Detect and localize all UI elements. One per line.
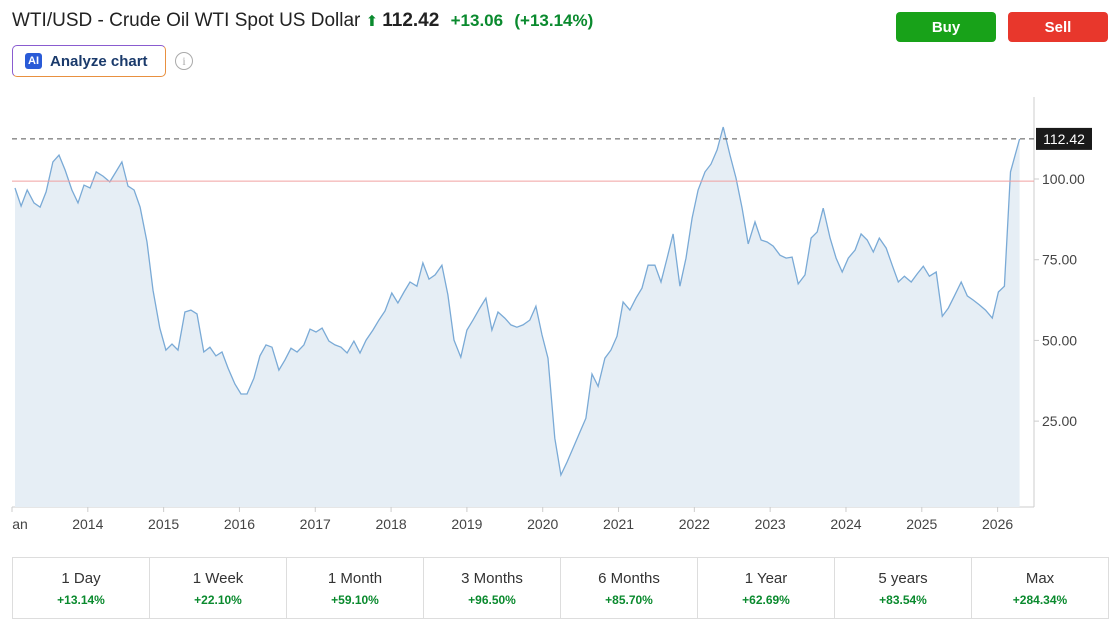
x-tick-label: 2026 — [982, 516, 1013, 532]
period-label: 1 Month — [327, 570, 383, 587]
period-label: 6 Months — [598, 570, 660, 587]
period-change: +59.10% — [331, 593, 379, 607]
ai-badge: AI — [25, 53, 42, 69]
x-tick-label: 2015 — [148, 516, 179, 532]
analyze-chart-button[interactable]: AI Analyze chart — [12, 45, 166, 77]
performance-cell[interactable]: 1 Day +13.14% — [13, 558, 150, 618]
period-change: +13.14% — [57, 593, 105, 607]
x-tick-label: 2023 — [755, 516, 786, 532]
period-label: Max — [1025, 570, 1055, 587]
period-change: +96.50% — [468, 593, 516, 607]
chart: Investing.com25.0050.0075.00100.00an2014… — [11, 97, 1092, 532]
performance-cell[interactable]: 1 Week +22.10% — [150, 558, 287, 618]
period-label: 3 Months — [461, 570, 523, 587]
instrument-header: WTI/USD - Crude Oil WTI Spot US Dollar ⬆… — [12, 10, 593, 32]
last-price: 112.42 — [382, 10, 440, 31]
performance-cell[interactable]: Max +284.34% — [972, 558, 1108, 618]
period-label: 1 Year — [744, 570, 788, 587]
analyze-label: Analyze chart — [50, 52, 148, 70]
price-change-percent: (+13.14%) — [514, 11, 594, 30]
performance-cell[interactable]: 1 Year +62.69% — [698, 558, 835, 618]
period-change: +62.69% — [742, 593, 790, 607]
period-label: 5 years — [878, 570, 928, 587]
x-tick-label: 2017 — [300, 516, 331, 532]
info-icon[interactable]: i — [175, 52, 193, 70]
price-change: +13.06 — [450, 11, 504, 30]
period-change: +83.54% — [879, 593, 927, 607]
performance-table: 1 Day +13.14% 1 Week +22.10% 1 Month +59.10% 3… — [12, 557, 1109, 619]
price-line — [14, 126, 1021, 478]
x-tick-label: 2024 — [830, 516, 861, 532]
up-arrow: ⬆ — [365, 13, 379, 30]
y-tick-label: 25.00 — [1042, 413, 1077, 429]
x-tick-label: 2021 — [603, 516, 634, 532]
period-change: +22.10% — [194, 593, 242, 607]
x-tick-label: 2025 — [906, 516, 937, 532]
performance-cell[interactable]: 3 Months +96.50% — [424, 558, 561, 618]
current-price-tag — [1036, 127, 1092, 150]
performance-cell[interactable]: 5 years +83.54% — [835, 558, 972, 618]
y-tick-label: 75.00 — [1042, 252, 1077, 268]
x-tick-label: 2018 — [376, 516, 407, 532]
performance-cell[interactable]: 1 Month +59.10% — [287, 558, 424, 618]
x-tick-label: 2022 — [679, 516, 710, 532]
x-tick-label: 2016 — [224, 516, 255, 532]
y-tick-label: 100.00 — [1042, 171, 1085, 187]
x-tick-label: an — [12, 516, 28, 532]
period-change: +85.70% — [605, 593, 653, 607]
current-price-label: 112.42 — [1043, 131, 1085, 147]
sell-button[interactable]: Sell — [1008, 12, 1108, 42]
period-label: 1 Day — [61, 570, 101, 587]
performance-cell[interactable]: 6 Months +85.70% — [561, 558, 698, 618]
period-change: +284.34% — [1012, 593, 1068, 607]
area — [15, 127, 1020, 507]
period-label: 1 Week — [192, 570, 244, 587]
buy-button[interactable]: Buy — [896, 12, 996, 42]
x-tick-label: 2014 — [72, 516, 103, 532]
instrument-title: WTI/USD - Crude Oil WTI Spot US Dollar — [12, 10, 361, 31]
y-tick-label: 50.00 — [1042, 332, 1077, 348]
x-tick-label: 2020 — [527, 516, 558, 532]
x-tick-label: 2019 — [451, 516, 482, 532]
